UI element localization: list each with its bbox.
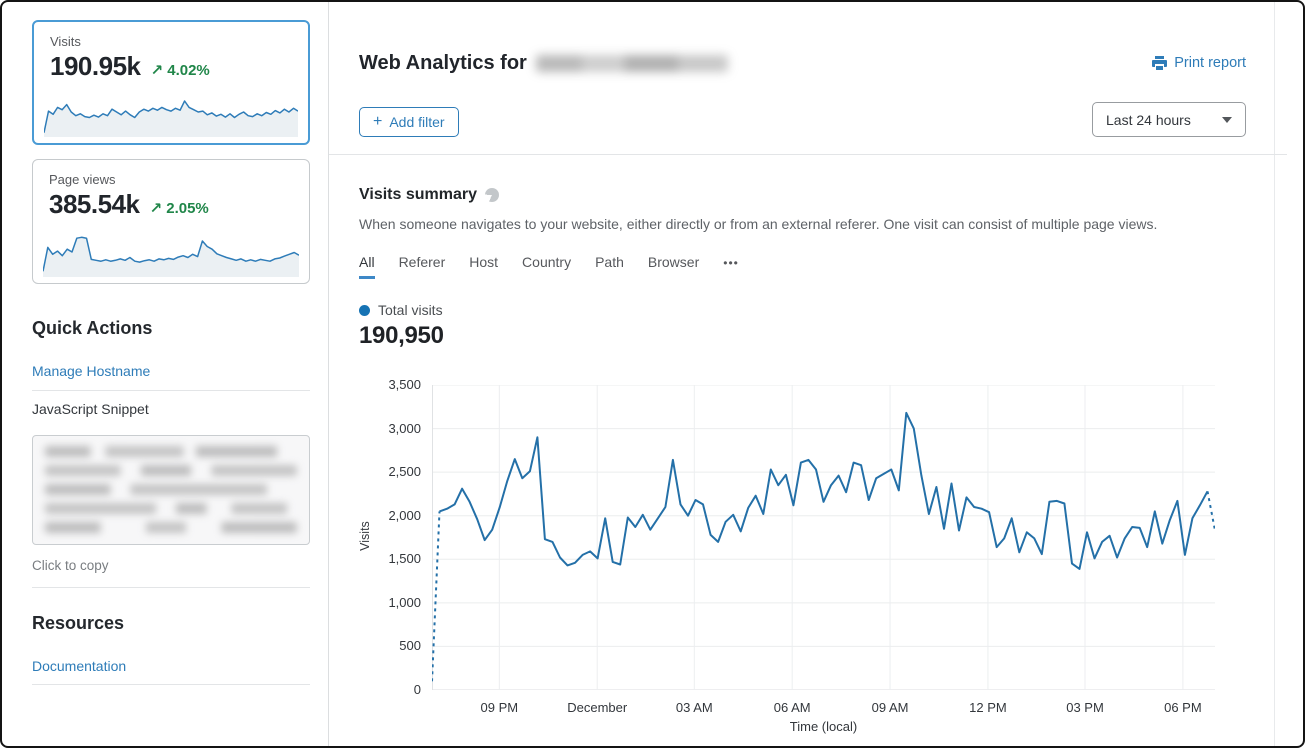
x-axis-tick-label: 03 PM <box>1066 700 1104 715</box>
javascript-snippet-code-box[interactable] <box>32 435 310 545</box>
x-axis-tick-label: 09 AM <box>871 700 909 715</box>
pageviews-sparkline-chart <box>42 225 300 277</box>
redacted-code-line <box>45 484 297 495</box>
resources-heading: Resources <box>32 613 125 633</box>
chart-plot-area <box>431 384 1216 691</box>
stat-value: 385.54k <box>49 189 140 219</box>
y-axis-tick-label: 3,000 <box>388 420 421 436</box>
x-axis-tick-label: 09 PM <box>480 700 519 715</box>
tab-path[interactable]: Path <box>595 254 624 270</box>
redacted-code-line <box>45 446 297 457</box>
javascript-snippet-label: JavaScript Snippet <box>32 401 149 417</box>
x-axis-tick-label: 03 AM <box>675 700 713 715</box>
time-range-select[interactable]: Last 24 hours <box>1092 102 1246 137</box>
y-axis-tick-label: 0 <box>413 682 421 697</box>
x-axis-tick-label: 12 PM <box>969 700 1007 715</box>
visits-sparkline-chart <box>43 85 299 137</box>
chevron-down-icon <box>1222 116 1232 123</box>
redacted-code-line <box>45 503 297 514</box>
redacted-code-line <box>45 522 297 533</box>
y-axis-tick-label: 2,500 <box>388 464 421 480</box>
trend-up-icon: ↗ <box>150 62 164 79</box>
chart-legend: Total visits <box>359 302 443 318</box>
divider <box>32 390 310 391</box>
tab-host[interactable]: Host <box>469 254 499 270</box>
x-axis-tick-label: 06 PM <box>1164 700 1202 715</box>
help-pie-icon[interactable] <box>485 188 499 202</box>
y-axis-tick-label: 3,500 <box>388 377 421 392</box>
visits-summary-title: Visits summary <box>359 186 499 204</box>
divider <box>32 587 310 588</box>
header-divider <box>329 154 1287 155</box>
page-title: Web Analytics for <box>359 52 728 75</box>
tab-country[interactable]: Country <box>522 254 572 270</box>
manage-hostname-link[interactable]: Manage Hostname <box>32 363 151 379</box>
stat-card-pageviews[interactable]: Page views 385.54k ↗ 2.05% <box>32 159 310 284</box>
stat-label: Visits <box>50 34 81 49</box>
quick-actions-heading: Quick Actions <box>32 318 153 338</box>
tab-more-icon[interactable]: ••• <box>723 256 739 270</box>
y-axis-tick-label: 1,500 <box>388 551 421 567</box>
stat-label: Page views <box>49 172 116 187</box>
documentation-link[interactable]: Documentation <box>32 658 127 674</box>
main-panel: Web Analytics for Print report + Add fil… <box>329 2 1287 746</box>
printer-icon <box>1152 56 1168 70</box>
click-to-copy-hint: Click to copy <box>32 558 109 573</box>
tab-all[interactable]: All <box>359 254 375 279</box>
total-visits-value: 190,950 <box>359 322 444 349</box>
y-axis-tick-label: 1,000 <box>388 594 421 610</box>
stat-delta: ↗ 2.05% <box>149 200 209 217</box>
divider <box>32 684 310 685</box>
stat-card-visits[interactable]: Visits 190.95k ↗ 4.02% <box>32 20 310 145</box>
y-axis-tick-label: 500 <box>399 638 421 654</box>
tab-referer[interactable]: Referer <box>398 254 446 270</box>
visits-summary-description: When someone navigates to your website, … <box>359 216 1158 232</box>
visits-line-chart: Visits Time (local) 0 500 1,000 1,500 2,000 2… <box>358 377 1264 738</box>
summary-tabs: All Referer Host Country Path Browser ••… <box>359 254 739 279</box>
add-filter-button[interactable]: + Add filter <box>359 107 459 137</box>
stat-value: 190.95k <box>50 51 141 81</box>
stat-delta: ↗ 4.02% <box>150 62 210 79</box>
legend-dot-icon <box>359 304 370 316</box>
redacted-code-line <box>45 465 297 476</box>
x-axis-title: Time (local) <box>789 719 858 734</box>
scrollbar-gutter <box>1274 2 1275 746</box>
sidebar-main-divider <box>328 2 329 746</box>
tab-browser[interactable]: Browser <box>647 254 700 270</box>
x-axis-tick-label: 06 AM <box>773 700 811 715</box>
y-axis-tick-label: 2,000 <box>388 507 421 523</box>
x-axis-tick-label: December <box>567 700 628 715</box>
legend-label: Total visits <box>378 302 443 318</box>
redacted-hostname <box>535 55 728 72</box>
plus-icon: + <box>373 113 383 130</box>
print-report-button[interactable]: Print report <box>1151 55 1246 71</box>
trend-up-icon: ↗ <box>149 200 163 217</box>
